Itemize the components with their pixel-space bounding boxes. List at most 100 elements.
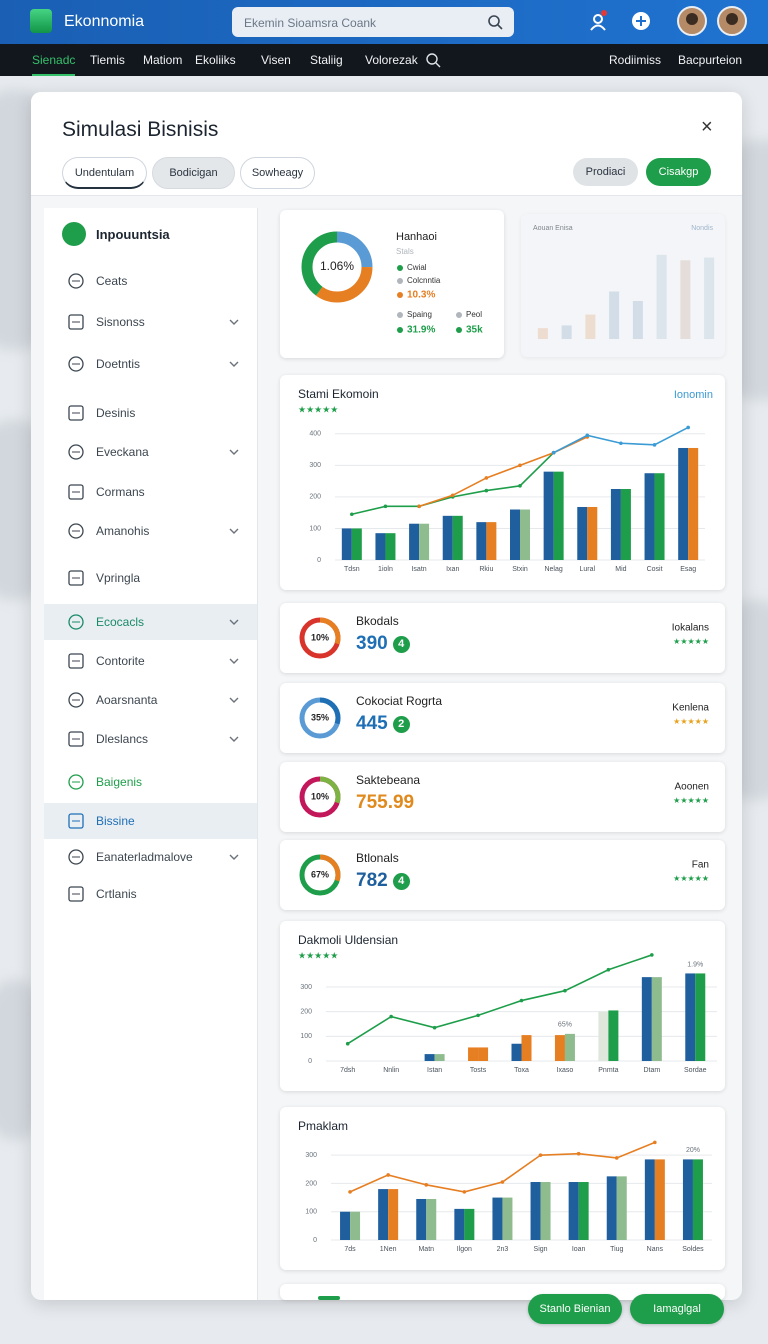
bar: [351, 528, 362, 560]
sidebar-heading: Inpouuntsia: [96, 227, 170, 242]
sidebar-item[interactable]: Cormans: [44, 480, 257, 504]
sidebar-item[interactable]: Ceats: [44, 269, 257, 293]
sidebar-label: Eanaterladmalove: [96, 850, 193, 864]
bar: [644, 473, 655, 560]
button-secondary[interactable]: Prodiaci: [573, 158, 638, 186]
graphic: [68, 653, 239, 669]
footer-button[interactable]: Iamaglgal: [630, 1294, 724, 1324]
graphic: 67% Fan ★★★★★: [299, 854, 709, 896]
legend-dot: [397, 312, 403, 318]
y-tick-label: 200: [309, 494, 321, 501]
x-tick-label: Tiug: [610, 1246, 623, 1253]
chart-title: Stami Ekomoin: [298, 387, 379, 401]
y-tick-label: 400: [309, 431, 321, 438]
bar: [442, 515, 453, 560]
sidebar-item[interactable]: Doetntis: [44, 352, 257, 376]
legend-label: Ionomin: [674, 389, 713, 401]
sidebar-item[interactable]: Aoarsnanta: [44, 688, 257, 712]
bar: [511, 1043, 522, 1061]
sidebar-icon: [68, 570, 84, 586]
button-primary[interactable]: Cisakgp: [646, 158, 711, 186]
line-point: [576, 1151, 581, 1156]
graphic: [68, 813, 84, 829]
line-point: [619, 441, 623, 446]
sidebar-label: Crtlanis: [96, 887, 137, 901]
close-button[interactable]: ×: [701, 116, 713, 138]
graphic: Aouan Enisa Nondis: [533, 225, 715, 339]
chart-rating: ★★★★★: [298, 404, 338, 414]
line-point: [606, 967, 611, 972]
sidebar-item[interactable]: Eveckana: [44, 440, 257, 464]
tab[interactable]: Undentulam: [62, 157, 147, 189]
sidebar-icon: [68, 314, 84, 330]
kpi-value: 390: [356, 633, 388, 654]
bar: [385, 533, 396, 560]
nav-item[interactable]: Ekoliiks: [195, 53, 236, 67]
line: [351, 452, 555, 516]
tab[interactable]: Sowheagy: [240, 157, 315, 189]
sidebar-item[interactable]: Bissine: [44, 809, 257, 833]
x-tick-label: Tosts: [470, 1067, 487, 1074]
nav-item[interactable]: Visen: [261, 53, 291, 67]
bar: [424, 1054, 435, 1061]
x-tick-label: 7ds: [344, 1246, 356, 1253]
kpi-value-row: 445 2: [356, 713, 410, 735]
nav-item[interactable]: Sienadc: [32, 53, 76, 76]
bar: [553, 471, 564, 560]
sidebar-item[interactable]: Crtlanis: [44, 882, 257, 906]
search-box[interactable]: Ekemin Sioamsra Coank: [232, 7, 514, 37]
y-tick-label: 200: [305, 1180, 317, 1187]
logo-icon: [30, 9, 52, 33]
bar: [609, 291, 620, 339]
x-tick-label: Tdsn: [344, 566, 360, 573]
nav-item[interactable]: Volorezak: [365, 53, 418, 67]
sidebar-icon: [68, 405, 84, 421]
sidebar-item[interactable]: Amanohis: [44, 519, 257, 543]
y-tick-label: 0: [317, 557, 321, 564]
sidebar-item[interactable]: Sisnonss: [44, 310, 257, 334]
sidebar-item[interactable]: Eanaterladmalove: [44, 845, 257, 869]
bar: [409, 523, 420, 560]
legend-label: 35k: [466, 325, 483, 336]
line-point: [563, 988, 567, 993]
graphic: 10% Aoonen ★★★★★: [299, 776, 709, 818]
sidebar-item[interactable]: Contorite: [44, 649, 257, 673]
nav-right-item[interactable]: Rodiimiss: [609, 53, 662, 67]
nav-item[interactable]: Matiom: [143, 53, 183, 67]
sidebar-icon: [68, 523, 84, 539]
legend-label: 10.3%: [407, 290, 435, 301]
sidebar-item[interactable]: Desinis: [44, 401, 257, 425]
graphic: Pmaklam 0 100 200 300 7ds 1Nen Matn Ilgon 2n3 Sign…: [298, 1119, 712, 1253]
kpi-card: 67% Fan ★★★★★ Btlonals 782 4: [280, 840, 725, 910]
sidebar-icon: [68, 813, 84, 829]
bar: [502, 1197, 513, 1240]
sidebar-icon: [68, 444, 84, 460]
line-point: [519, 998, 524, 1003]
bar: [416, 1198, 427, 1240]
bar: [540, 1182, 551, 1240]
line-point: [389, 1014, 393, 1019]
sidebar-item[interactable]: Baigenis: [44, 770, 257, 794]
bar: [520, 509, 530, 560]
tab[interactable]: Bodicigan: [152, 157, 235, 189]
sidebar-item[interactable]: Ecocacls: [44, 610, 257, 634]
bar: [685, 973, 696, 1061]
sidebar-item[interactable]: Vpringla: [44, 566, 257, 590]
kpi-title: Btlonals: [356, 851, 399, 865]
line-point: [345, 1041, 350, 1046]
x-tick-label: Nnlin: [383, 1067, 399, 1074]
nav-right-item[interactable]: Bacpurteion: [678, 53, 743, 67]
x-tick-label: Soldes: [682, 1246, 704, 1253]
nav-item[interactable]: Staliig: [310, 53, 343, 67]
sidebar-item[interactable]: Dleslancs: [44, 727, 257, 751]
kpi-card: 10% Aoonen ★★★★★ Saktebeana 755.99: [280, 762, 725, 832]
x-tick-label: Matn: [418, 1246, 434, 1253]
footer-button[interactable]: Stanlo Bienian: [528, 1294, 622, 1324]
nav-item[interactable]: Tiemis: [90, 53, 125, 67]
bar: [478, 1047, 489, 1061]
line-point: [538, 1153, 543, 1157]
graphic: [590, 6, 747, 36]
donut-title: Hanhaoi: [396, 231, 437, 243]
line-point: [417, 504, 421, 509]
